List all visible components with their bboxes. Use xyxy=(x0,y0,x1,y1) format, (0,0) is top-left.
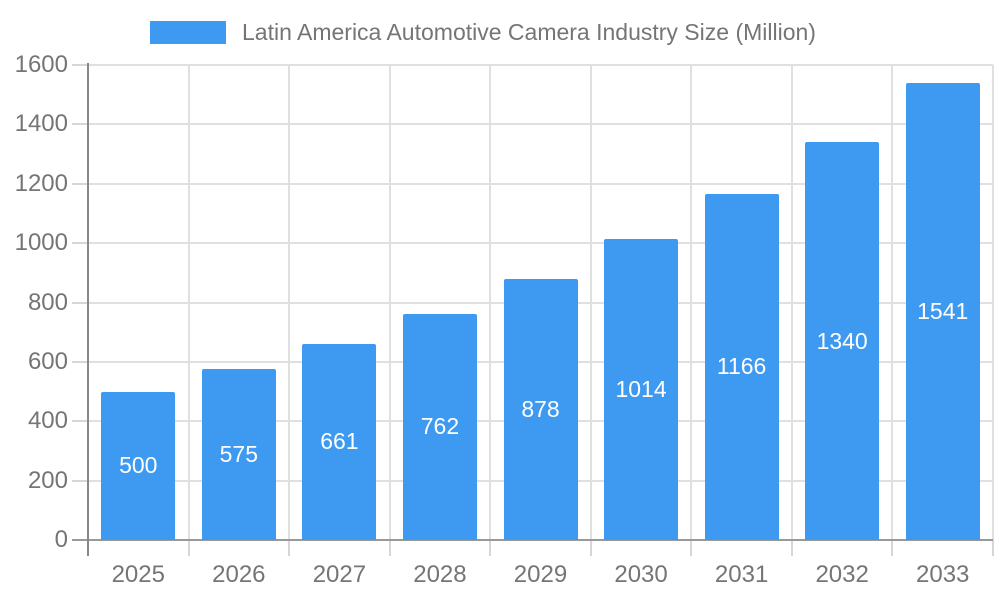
v-gridline xyxy=(388,65,391,540)
v-gridline xyxy=(187,65,190,540)
y-axis-label: 600 xyxy=(27,347,68,375)
y-axis-tick xyxy=(72,360,88,363)
x-axis-tick xyxy=(790,540,793,556)
v-gridline xyxy=(690,65,693,540)
v-gridline xyxy=(790,65,793,540)
x-axis-label: 2030 xyxy=(614,561,668,588)
bar-value-label: 878 xyxy=(521,396,560,423)
bar[interactable]: 1014 xyxy=(604,238,679,540)
legend-label: Latin America Automotive Camera Industry… xyxy=(242,19,816,45)
y-axis-tick xyxy=(72,123,88,126)
x-axis-tick xyxy=(489,540,492,556)
y-axis-tick xyxy=(72,242,88,245)
y-axis-label: 400 xyxy=(27,407,68,435)
y-axis-label: 200 xyxy=(27,466,68,494)
x-axis-label: 2025 xyxy=(111,561,165,588)
x-axis-label: 2029 xyxy=(513,561,568,588)
v-gridline xyxy=(288,65,291,540)
bar-value-label: 1541 xyxy=(917,297,969,324)
bar-value-label: 575 xyxy=(219,441,259,468)
x-axis-tick xyxy=(992,540,994,556)
bar[interactable]: 661 xyxy=(302,343,377,540)
y-axis-line xyxy=(87,63,89,556)
v-gridline xyxy=(589,65,592,540)
bar[interactable]: 1340 xyxy=(805,142,880,540)
y-axis-tick xyxy=(72,182,88,185)
x-axis-line xyxy=(72,539,993,541)
v-gridline xyxy=(992,65,994,540)
x-axis-label: 2027 xyxy=(312,561,367,588)
x-axis-label: 2033 xyxy=(916,561,970,588)
x-axis-tick xyxy=(589,540,592,556)
y-axis-label: 800 xyxy=(27,288,68,316)
h-gridline xyxy=(88,182,993,185)
h-gridline xyxy=(88,64,993,66)
x-axis-tick xyxy=(388,540,391,556)
y-axis-label: 0 xyxy=(54,526,68,553)
x-axis-tick xyxy=(690,540,693,556)
bar-value-label: 500 xyxy=(119,452,158,479)
v-gridline xyxy=(891,65,894,540)
bar[interactable]: 1541 xyxy=(905,82,980,540)
x-axis-label: 2026 xyxy=(212,561,266,588)
y-axis-tick xyxy=(72,64,88,66)
y-axis-label: 1200 xyxy=(14,169,68,197)
chart-legend[interactable]: Latin America Automotive Camera Industry… xyxy=(150,18,816,46)
bar-value-label: 1014 xyxy=(615,375,667,402)
x-axis-label: 2032 xyxy=(815,561,869,588)
bar-value-label: 1166 xyxy=(716,353,767,380)
bar[interactable]: 575 xyxy=(201,369,276,540)
x-axis-label: 2028 xyxy=(413,561,467,588)
y-axis-label: 1000 xyxy=(14,229,68,257)
v-gridline xyxy=(489,65,492,540)
x-axis-tick xyxy=(891,540,894,556)
y-axis-tick xyxy=(72,479,88,482)
bar[interactable]: 878 xyxy=(503,279,578,540)
y-axis-label: 1600 xyxy=(14,51,68,78)
bar-value-label: 1340 xyxy=(816,327,868,354)
bar[interactable]: 762 xyxy=(402,313,477,540)
y-axis-tick xyxy=(72,301,88,304)
y-axis-tick xyxy=(72,420,88,423)
bar[interactable]: 500 xyxy=(101,391,176,540)
bar[interactable]: 1166 xyxy=(704,193,779,540)
legend-swatch-icon xyxy=(150,20,226,44)
h-gridline xyxy=(88,242,993,245)
x-axis-label: 2031 xyxy=(714,561,769,588)
bar-value-label: 762 xyxy=(420,413,460,440)
x-axis-tick xyxy=(187,540,190,556)
x-axis-tick xyxy=(288,540,291,556)
y-axis-label: 1400 xyxy=(14,110,68,138)
bar-value-label: 661 xyxy=(320,428,359,455)
h-gridline xyxy=(88,123,993,126)
